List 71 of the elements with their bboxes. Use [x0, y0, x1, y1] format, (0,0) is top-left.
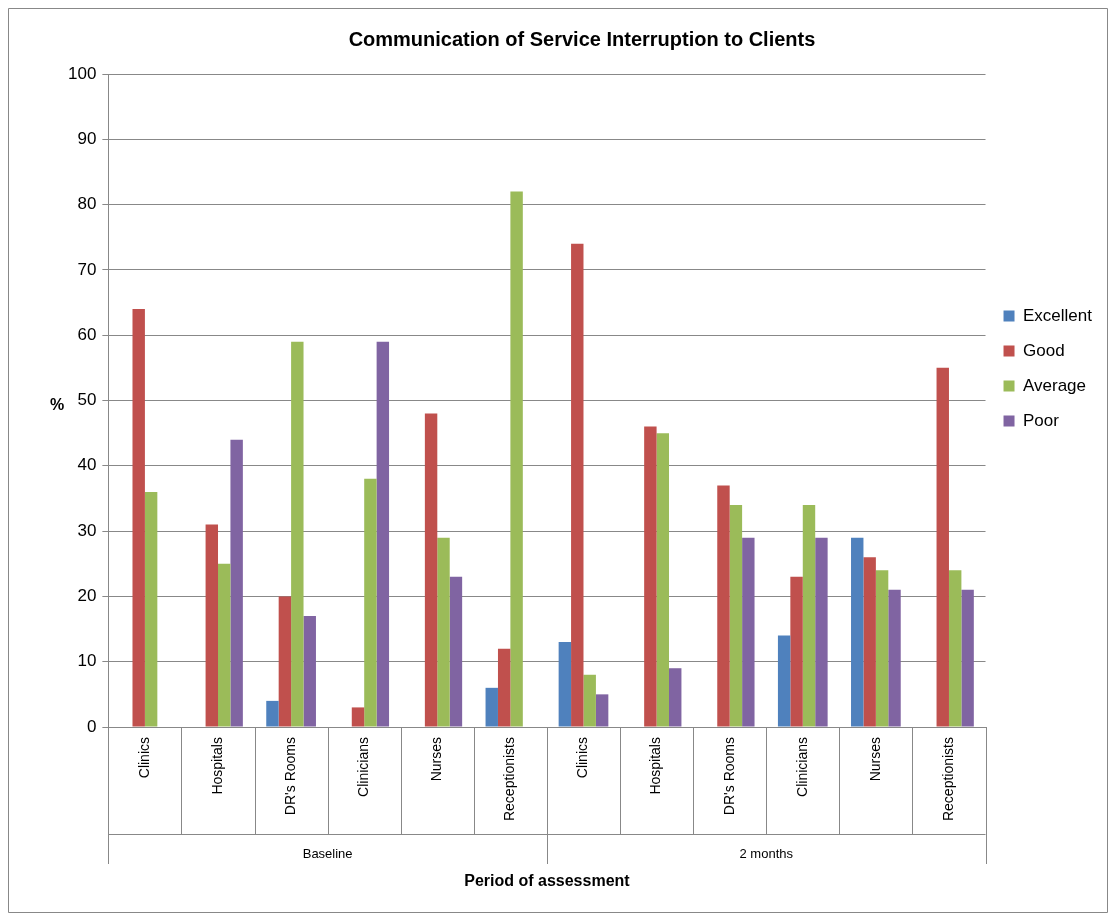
bar: [851, 537, 864, 727]
legend-label: Excellent: [1023, 305, 1093, 325]
y-tick-label: 70: [77, 259, 97, 279]
x-tick-label: Clinicians: [793, 737, 810, 797]
bar: [132, 309, 145, 727]
x-tick-label: Hospitals: [647, 737, 664, 795]
bar: [571, 243, 584, 727]
x-tick-label: Nurses: [428, 737, 445, 782]
bar: [230, 439, 243, 727]
bar: [790, 576, 803, 727]
bar: [364, 478, 377, 727]
x-tick-label: Clinics: [574, 737, 591, 779]
y-tick-label: 40: [77, 455, 97, 475]
x-axis-title: Period of assessment: [464, 872, 631, 890]
bar: [669, 668, 682, 727]
x-tick-label: Receptionists: [939, 737, 956, 822]
x-tick-label: DR's Rooms: [281, 737, 298, 816]
bar: [595, 694, 609, 727]
x-tick-label: Clinicians: [355, 737, 372, 797]
bar: [656, 433, 670, 727]
bar: [888, 589, 901, 727]
y-tick-label: 20: [77, 586, 97, 606]
y-tick-label: 0: [86, 716, 97, 736]
y-tick-label: 50: [77, 390, 97, 410]
text: Baseline: [302, 845, 353, 861]
bar: [948, 570, 962, 727]
y-tick-label: 80: [77, 194, 97, 214]
x-tick-label: Receptionists: [501, 737, 518, 822]
x-tick-label: DR's Rooms: [720, 737, 737, 816]
y-tick-label: 30: [77, 520, 97, 540]
bar: [875, 570, 889, 727]
bar: [485, 687, 498, 727]
bar: [936, 367, 949, 727]
bar: [863, 557, 876, 727]
legend-label: Poor: [1023, 410, 1060, 430]
bar: [266, 700, 279, 727]
bar: [351, 707, 365, 727]
bar: [777, 635, 791, 727]
bar: [815, 537, 828, 727]
bar: [424, 413, 438, 727]
bar: [497, 648, 511, 727]
bar: [291, 341, 304, 727]
x-tick-label: Hospitals: [208, 737, 225, 795]
y-tick-label: 60: [77, 324, 97, 344]
bar: [144, 491, 158, 727]
y-tick-label: 90: [77, 128, 97, 148]
chart-title: Communication of Service Interruption to Clients: [348, 27, 816, 50]
x-tick-label: Clinics: [135, 737, 152, 779]
bar: [303, 615, 316, 727]
bar: [717, 485, 730, 727]
bar: [644, 426, 657, 727]
bar: [961, 589, 974, 727]
bar: [218, 563, 231, 727]
bar: [802, 504, 816, 727]
bar: [558, 642, 572, 727]
bar: [449, 576, 463, 727]
bar: [278, 596, 292, 727]
y-axis-title: %: [49, 395, 65, 413]
x-tick-label: Nurses: [866, 737, 883, 782]
text: 2 months: [739, 845, 794, 861]
legend-label: Good: [1023, 340, 1065, 360]
bar: [729, 504, 743, 727]
bar: [437, 537, 450, 727]
y-tick-label: 100: [67, 63, 97, 83]
legend-label: Average: [1023, 375, 1087, 395]
bar: [376, 341, 390, 727]
y-tick-label: 10: [77, 651, 97, 671]
bar: [205, 524, 219, 727]
bar: [742, 537, 755, 727]
bar: [583, 674, 596, 727]
bar: [510, 191, 523, 727]
